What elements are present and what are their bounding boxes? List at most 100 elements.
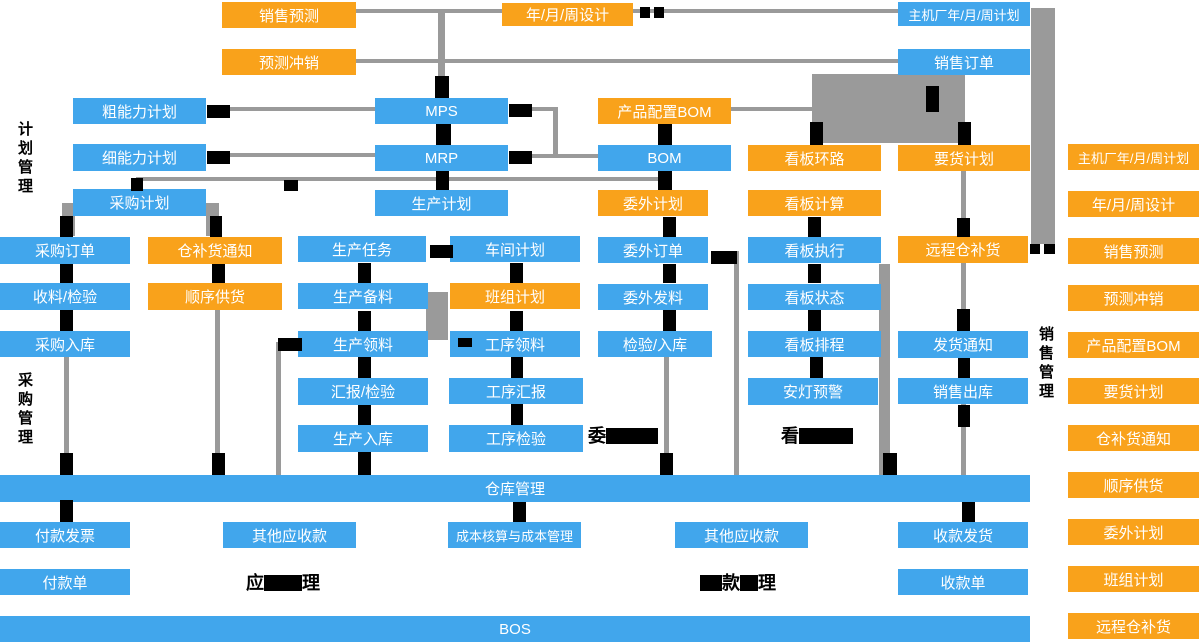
- connector-arrow: [207, 105, 230, 118]
- node-bos: BOS: [0, 616, 1030, 642]
- connector-line: [229, 107, 375, 111]
- node-sidebar-oem-year-month-week-plan: 主机厂年/月/周计划: [1068, 144, 1199, 170]
- label-purchase-management: 采购管理: [16, 372, 33, 448]
- node-sidebar-sales-forecast: 销售预测: [1068, 238, 1199, 264]
- connector-arrow: [358, 405, 371, 425]
- node-outsourcing-material-issue: 委外发料: [598, 284, 708, 310]
- node-payment-slip: 付款单: [0, 569, 130, 595]
- connector-arrow: [962, 502, 975, 522]
- connector-arrow: [663, 264, 676, 283]
- node-shipping-notice: 发货通知: [898, 331, 1028, 358]
- node-product-config-bom: 产品配置BOM: [598, 98, 731, 124]
- label-text: 理: [302, 573, 320, 593]
- node-mrp: MRP: [375, 145, 508, 171]
- node-sequential-supply: 顺序供货: [148, 283, 282, 310]
- connector-arrow: [60, 310, 73, 331]
- connector-arrow: [210, 216, 222, 237]
- node-sidebar-product-config-bom: 产品配置BOM: [1068, 332, 1199, 358]
- redacted-bar: [606, 428, 658, 444]
- connector-line: [438, 9, 445, 97]
- label-text: 应: [246, 573, 264, 593]
- connector-arrow: [510, 263, 523, 283]
- redacted-bar: [799, 428, 853, 444]
- connector-arrow: [958, 358, 970, 378]
- connector-arrow: [810, 357, 823, 378]
- redacted-bar: [264, 575, 302, 591]
- connector-arrow: [711, 251, 737, 264]
- node-andon-alert: 安灯预警: [748, 378, 878, 405]
- node-sidebar-year-month-week-design: 年/月/周设计: [1068, 191, 1199, 217]
- connector-arrow: [808, 217, 821, 237]
- node-kanban-status: 看板状态: [748, 284, 881, 310]
- connector-arrow: [436, 171, 449, 190]
- connector-arrow: [435, 76, 449, 98]
- node-sales-forecast: 销售预测: [222, 2, 356, 28]
- node-sidebar-delivery-requirement-plan: 要货计划: [1068, 378, 1199, 404]
- node-mps: MPS: [375, 98, 508, 124]
- node-purchase-plan: 采购计划: [73, 189, 206, 216]
- node-kanban-loop: 看板环路: [748, 145, 881, 171]
- connector-arrow: [284, 180, 298, 191]
- connector-arrow: [957, 218, 970, 237]
- label-payables-management: 应理: [246, 574, 320, 592]
- node-year-month-week-design: 年/月/周设计: [502, 3, 633, 26]
- connector-arrow: [358, 357, 371, 378]
- label-receivables-management: 款理: [700, 574, 776, 592]
- node-remote-warehouse-replenish: 远程仓补货: [898, 236, 1028, 263]
- connector-arrow: [511, 404, 523, 425]
- node-receipt-shipping: 收款发货: [898, 522, 1028, 548]
- node-receipt-slip: 收款单: [898, 569, 1028, 595]
- node-sidebar-warehouse-replenish-notice: 仓补货通知: [1068, 425, 1199, 451]
- node-forecast-offset: 预测冲销: [222, 49, 356, 75]
- label-kanban-management: 看: [781, 427, 853, 445]
- connector-arrow: [358, 452, 371, 475]
- connector-arrow: [278, 338, 302, 351]
- connector-arrow: [212, 264, 225, 283]
- node-outsourcing-plan: 委外计划: [598, 190, 708, 216]
- connector-arrow: [60, 216, 73, 237]
- node-other-receivables-2: 其他应收款: [675, 522, 808, 548]
- node-sales-outbound: 销售出库: [898, 378, 1028, 404]
- connector-arrow: [810, 122, 823, 145]
- node-workshop-plan: 车间计划: [450, 236, 580, 262]
- node-purchase-inbound: 采购入库: [0, 331, 130, 357]
- connector-arrow: [660, 453, 673, 475]
- node-kanban-scheduling: 看板排程: [748, 331, 881, 357]
- connector-arrow: [60, 453, 73, 475]
- gray-bar: [1031, 8, 1055, 244]
- label-sales-management: 销售管理: [1037, 326, 1054, 402]
- connector-arrow: [513, 502, 526, 522]
- connector-arrow: [640, 7, 650, 18]
- node-fine-capacity-plan: 细能力计划: [73, 144, 206, 171]
- node-other-receivables-1: 其他应收款: [223, 522, 356, 548]
- connector-line: [276, 342, 281, 475]
- node-production-material-request: 生产领料: [298, 331, 428, 357]
- node-payment-invoice: 付款发票: [0, 522, 130, 548]
- connector-arrow: [808, 310, 821, 331]
- connector-arrow: [212, 453, 225, 475]
- node-sidebar-remote-warehouse-replenish: 远程仓补货: [1068, 613, 1199, 639]
- connector-arrow: [358, 311, 371, 331]
- connector-arrow: [60, 264, 73, 283]
- node-production-material-prep: 生产备料: [298, 283, 428, 309]
- node-report-inspection: 汇报/检验: [298, 378, 428, 405]
- connector-arrow: [1044, 244, 1055, 254]
- connector-arrow: [883, 453, 897, 475]
- connector-arrow: [509, 104, 532, 117]
- connector-arrow: [663, 310, 676, 331]
- connector-arrow: [663, 217, 676, 237]
- node-sidebar-sequential-supply: 顺序供货: [1068, 472, 1199, 498]
- connector-line: [734, 251, 739, 475]
- connector-line: [633, 9, 898, 13]
- connector-arrow: [957, 309, 970, 331]
- connector-arrow: [658, 124, 672, 145]
- label-plan-management: 计划管理: [16, 121, 33, 197]
- connector-arrow: [926, 86, 939, 112]
- redacted-bar: [740, 575, 758, 591]
- connector-line: [531, 107, 557, 111]
- connector-arrow: [658, 171, 672, 190]
- node-cost-accounting-management: 成本核算与成本管理: [448, 522, 581, 548]
- connector-arrow: [436, 124, 451, 145]
- connector-arrow: [207, 151, 230, 164]
